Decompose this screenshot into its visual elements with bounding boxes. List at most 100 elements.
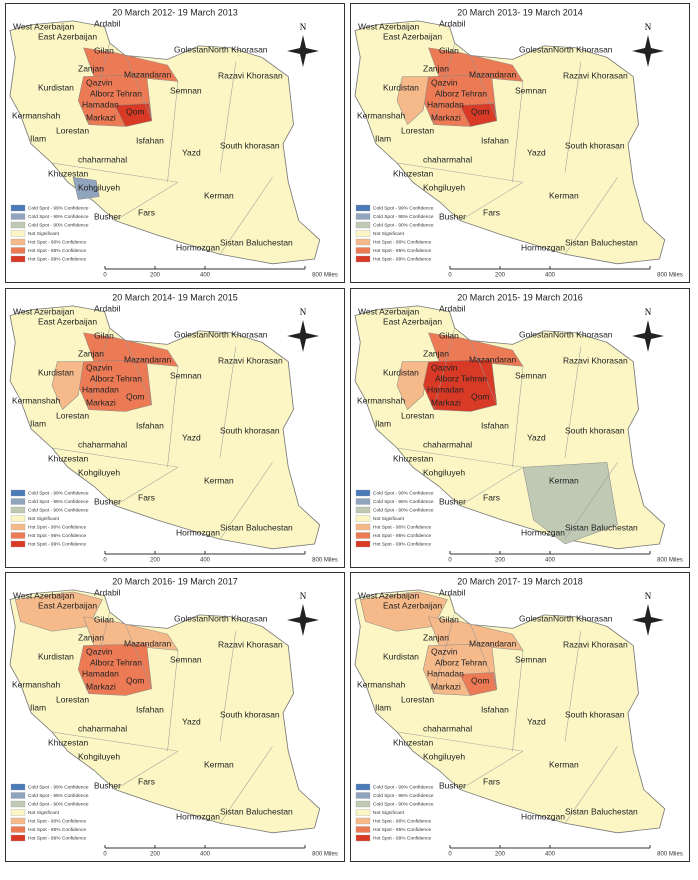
legend-swatch (10, 255, 26, 263)
province-label: Kermanshah (357, 679, 405, 689)
legend-swatch (355, 800, 371, 808)
province-label: South khorasan (220, 709, 280, 719)
province-label: Sistan Baluchestan (565, 237, 638, 247)
legend-swatch (10, 204, 26, 212)
legend-label: Hot Spot - 95% Confidence (28, 248, 86, 254)
province-label: Kerman (204, 475, 234, 485)
legend-label: Cold Spot - 99% Confidence (28, 205, 89, 211)
province-borders (396, 611, 618, 824)
province-label: Kermanshah (12, 679, 60, 689)
province-label: North Khorasan (553, 44, 613, 54)
province-label: Zanjan (423, 632, 449, 642)
legend-label: Hot Spot - 90% Confidence (28, 524, 86, 530)
hot-cold-region (422, 359, 498, 412)
province-label: Lorestan (401, 694, 434, 704)
province-borders (51, 42, 273, 255)
province-label: Khuzestan (393, 737, 433, 747)
province-label: Hamadan (427, 668, 464, 678)
province-label: Kurdistan (383, 82, 419, 92)
province-label: South khorasan (565, 425, 625, 435)
province-borders (396, 327, 618, 540)
province-label: Zanjan (78, 632, 104, 642)
province-label: Markazi (431, 112, 461, 122)
province-label: Sistan Baluchestan (565, 522, 638, 532)
province-label: Gilan (94, 330, 114, 340)
legend-label: Cold Spot - 90% Confidence (28, 222, 89, 228)
legend-swatch (10, 540, 26, 548)
legend-swatch (355, 498, 371, 505)
legend-swatch (355, 783, 371, 791)
scale-label: 200 (150, 273, 161, 279)
province-label: Yazd (182, 432, 201, 442)
legend-swatch (10, 238, 26, 246)
compass-north: N (645, 307, 652, 317)
province-label: Fars (138, 492, 155, 502)
hot-cold-region (114, 103, 153, 127)
compass-rose (632, 35, 664, 67)
province-label: Ilam (375, 702, 391, 712)
province-label: Khuzestan (48, 168, 88, 178)
province-label: Golestan (174, 44, 208, 54)
province-label: Semnan (515, 85, 547, 95)
hot-cold-region (459, 103, 498, 127)
panel-title: 20 March 2014- 19 March 2015 (112, 292, 238, 302)
province-label: chaharmahal (423, 154, 472, 164)
hot-cold-region (77, 643, 153, 696)
compass-north: N (645, 591, 652, 601)
province-label: Zanjan (423, 63, 449, 73)
legend-label: Hot Spot - 90% Confidence (28, 818, 86, 824)
province-label: East Azerbaijan (383, 316, 442, 326)
compass-north: N (645, 22, 652, 32)
province-label: Razavi Khorasan (218, 639, 283, 649)
province-label: Razavi Khorasan (218, 355, 283, 365)
province-label: Tehran (116, 373, 142, 383)
legend-swatch (355, 523, 371, 531)
province-label: Fars (138, 776, 155, 786)
legend-swatch (10, 817, 26, 825)
legend-label: Cold Spot - 95% Confidence (373, 214, 434, 220)
province-label: Mazandaran (124, 638, 172, 648)
legend-label: Hot Spot - 95% Confidence (373, 248, 431, 254)
hot-cold-region (522, 462, 618, 545)
scale-label: 200 (150, 558, 161, 564)
province-label: Isfahan (136, 704, 164, 714)
scale-label: 400 (545, 273, 556, 279)
province-label: Razavi Khorasan (218, 70, 283, 80)
province-label: chaharmahal (78, 439, 127, 449)
province-label: Ilam (375, 418, 391, 428)
legend-label: Cold Spot - 90% Confidence (28, 801, 89, 807)
province-label: West Azerbaijan (358, 306, 420, 316)
province-label: West Azerbaijan (358, 590, 420, 600)
province-label: Yazd (527, 147, 546, 157)
province-label: Hormozgan (176, 811, 220, 821)
legend-swatch (355, 792, 371, 799)
province-label: Razavi Khorasan (563, 639, 628, 649)
province-label: Isfahan (481, 704, 509, 714)
legend-label: Cold Spot - 90% Confidence (373, 222, 434, 228)
legend-label: Hot Spot - 95% Confidence (373, 827, 431, 833)
legend-swatch (10, 800, 26, 808)
scale-label: 800 Miles (657, 273, 683, 279)
scale-label: 0 (448, 852, 452, 858)
province-label: Golestan (519, 44, 553, 54)
province-label: Golestan (174, 613, 208, 623)
province-label: Qazvin (86, 362, 113, 372)
map (9, 305, 321, 550)
province-label: Ardabil (439, 18, 466, 28)
legend-swatch (10, 792, 26, 799)
legend-swatch (355, 826, 371, 833)
province-label: Markazi (86, 112, 116, 122)
legend-label: Cold Spot - 99% Confidence (373, 784, 434, 790)
province-label: Hormozgan (176, 527, 220, 537)
hot-cold-region (396, 361, 429, 411)
province-label: Fars (483, 492, 500, 502)
map-panel: 20 March 2014- 19 March 2015 West Azerbai… (5, 288, 345, 568)
province-label: Busher (439, 211, 466, 221)
scale-label: 400 (200, 558, 211, 564)
legend-label: Hot Spot - 99% Confidence (28, 835, 86, 841)
province-label: Kurdistan (383, 367, 419, 377)
province-label: Sistan Baluchestan (220, 806, 293, 816)
province-label: Qom (471, 391, 489, 401)
legend-label: Hot Spot - 95% Confidence (28, 827, 86, 833)
province-label: Hamadan (427, 99, 464, 109)
